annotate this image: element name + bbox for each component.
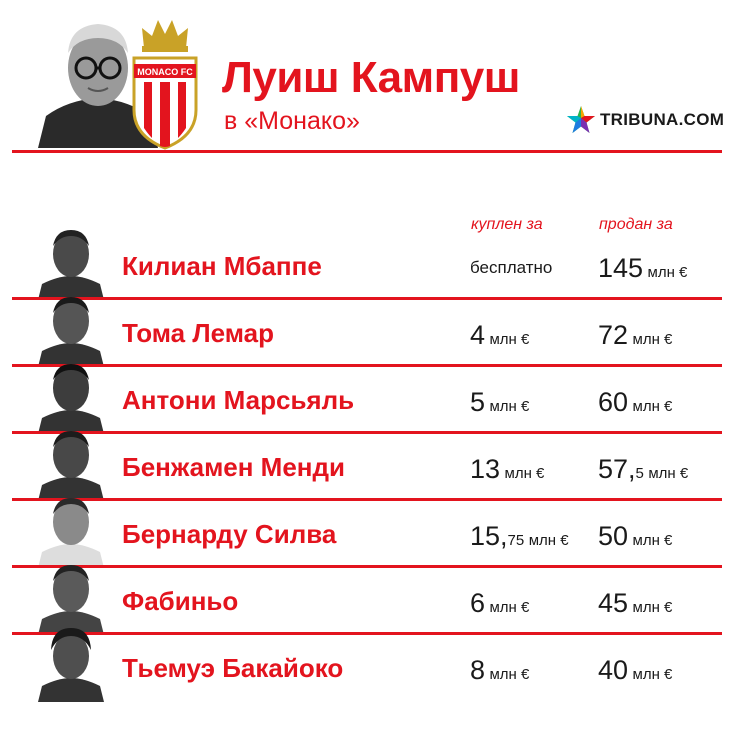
player-name: Антони Марсьяль bbox=[122, 385, 355, 415]
bought-price: 5 млн € bbox=[470, 387, 530, 417]
table-row: Килиан Мбаппе бесплатно 145 млн € bbox=[0, 230, 730, 300]
sold-price: 60 млн € bbox=[598, 387, 673, 417]
bought-price: 15,75 млн € bbox=[470, 521, 569, 551]
bought-price: 4 млн € bbox=[470, 320, 530, 350]
svg-text:MONACO FC: MONACO FC bbox=[137, 67, 193, 77]
page-title: Луиш Кампуш bbox=[222, 53, 520, 102]
bought-price: бесплатно bbox=[470, 258, 553, 277]
player-name: Тома Лемар bbox=[122, 318, 274, 348]
sold-price: 45 млн € bbox=[598, 588, 673, 618]
table-row: Бернарду Силва 15,75 млн € 50 млн € bbox=[0, 498, 730, 568]
luis-campos-portrait bbox=[38, 24, 158, 148]
bought-price: 13 млн € bbox=[470, 454, 545, 484]
monaco-crest: MONACO FC bbox=[132, 20, 198, 150]
player-name: Килиан Мбаппе bbox=[122, 251, 322, 281]
table-row: Тома Лемар 4 млн € 72 млн € bbox=[0, 297, 730, 367]
column-header-sold: продан за bbox=[599, 216, 673, 233]
player-photo bbox=[38, 297, 104, 367]
row-divider bbox=[12, 297, 722, 300]
table-row: Бенжамен Менди 13 млн € 57,5 млн € bbox=[0, 431, 730, 501]
player-photo bbox=[38, 230, 104, 300]
row-divider bbox=[12, 364, 722, 367]
bought-price: 8 млн € bbox=[470, 655, 530, 685]
player-photo bbox=[38, 364, 104, 434]
table-row: Тьемуэ Бакайоко 8 млн € 40 млн € bbox=[0, 628, 730, 702]
table-row: Фабиньо 6 млн € 45 млн € bbox=[0, 565, 730, 635]
player-name: Бернарду Силва bbox=[122, 519, 337, 549]
player-photo bbox=[38, 628, 104, 702]
player-photo bbox=[38, 498, 104, 568]
row-divider bbox=[12, 565, 722, 568]
header-divider bbox=[12, 150, 722, 153]
sold-price: 72 млн € bbox=[598, 320, 673, 350]
row-divider bbox=[12, 431, 722, 434]
player-photo bbox=[38, 431, 104, 501]
player-name: Тьемуэ Бакайоко bbox=[122, 653, 344, 683]
header: MONACO FC Луиш Кампуш в «Монако» TRIBUNA… bbox=[0, 0, 730, 160]
page-subtitle: в «Монако» bbox=[224, 107, 360, 135]
row-divider bbox=[12, 498, 722, 501]
tribuna-logo: TRIBUNA.COM bbox=[566, 102, 724, 138]
player-photo bbox=[38, 565, 104, 635]
bought-price: 6 млн € bbox=[470, 588, 530, 618]
table-row: Антони Марсьяль 5 млн € 60 млн € bbox=[0, 364, 730, 434]
row-divider bbox=[12, 632, 722, 635]
column-header-bought: куплен за bbox=[471, 216, 543, 233]
player-name: Бенжамен Менди bbox=[122, 452, 345, 482]
sold-price: 57,5 млн € bbox=[598, 454, 689, 484]
sold-price: 40 млн € bbox=[598, 655, 673, 685]
sold-price: 50 млн € bbox=[598, 521, 673, 551]
player-name: Фабиньо bbox=[122, 586, 239, 616]
tribuna-star-icon bbox=[567, 106, 595, 133]
brand-name: TRIBUNA.COM bbox=[600, 110, 725, 129]
sold-price: 145 млн € bbox=[598, 253, 688, 283]
